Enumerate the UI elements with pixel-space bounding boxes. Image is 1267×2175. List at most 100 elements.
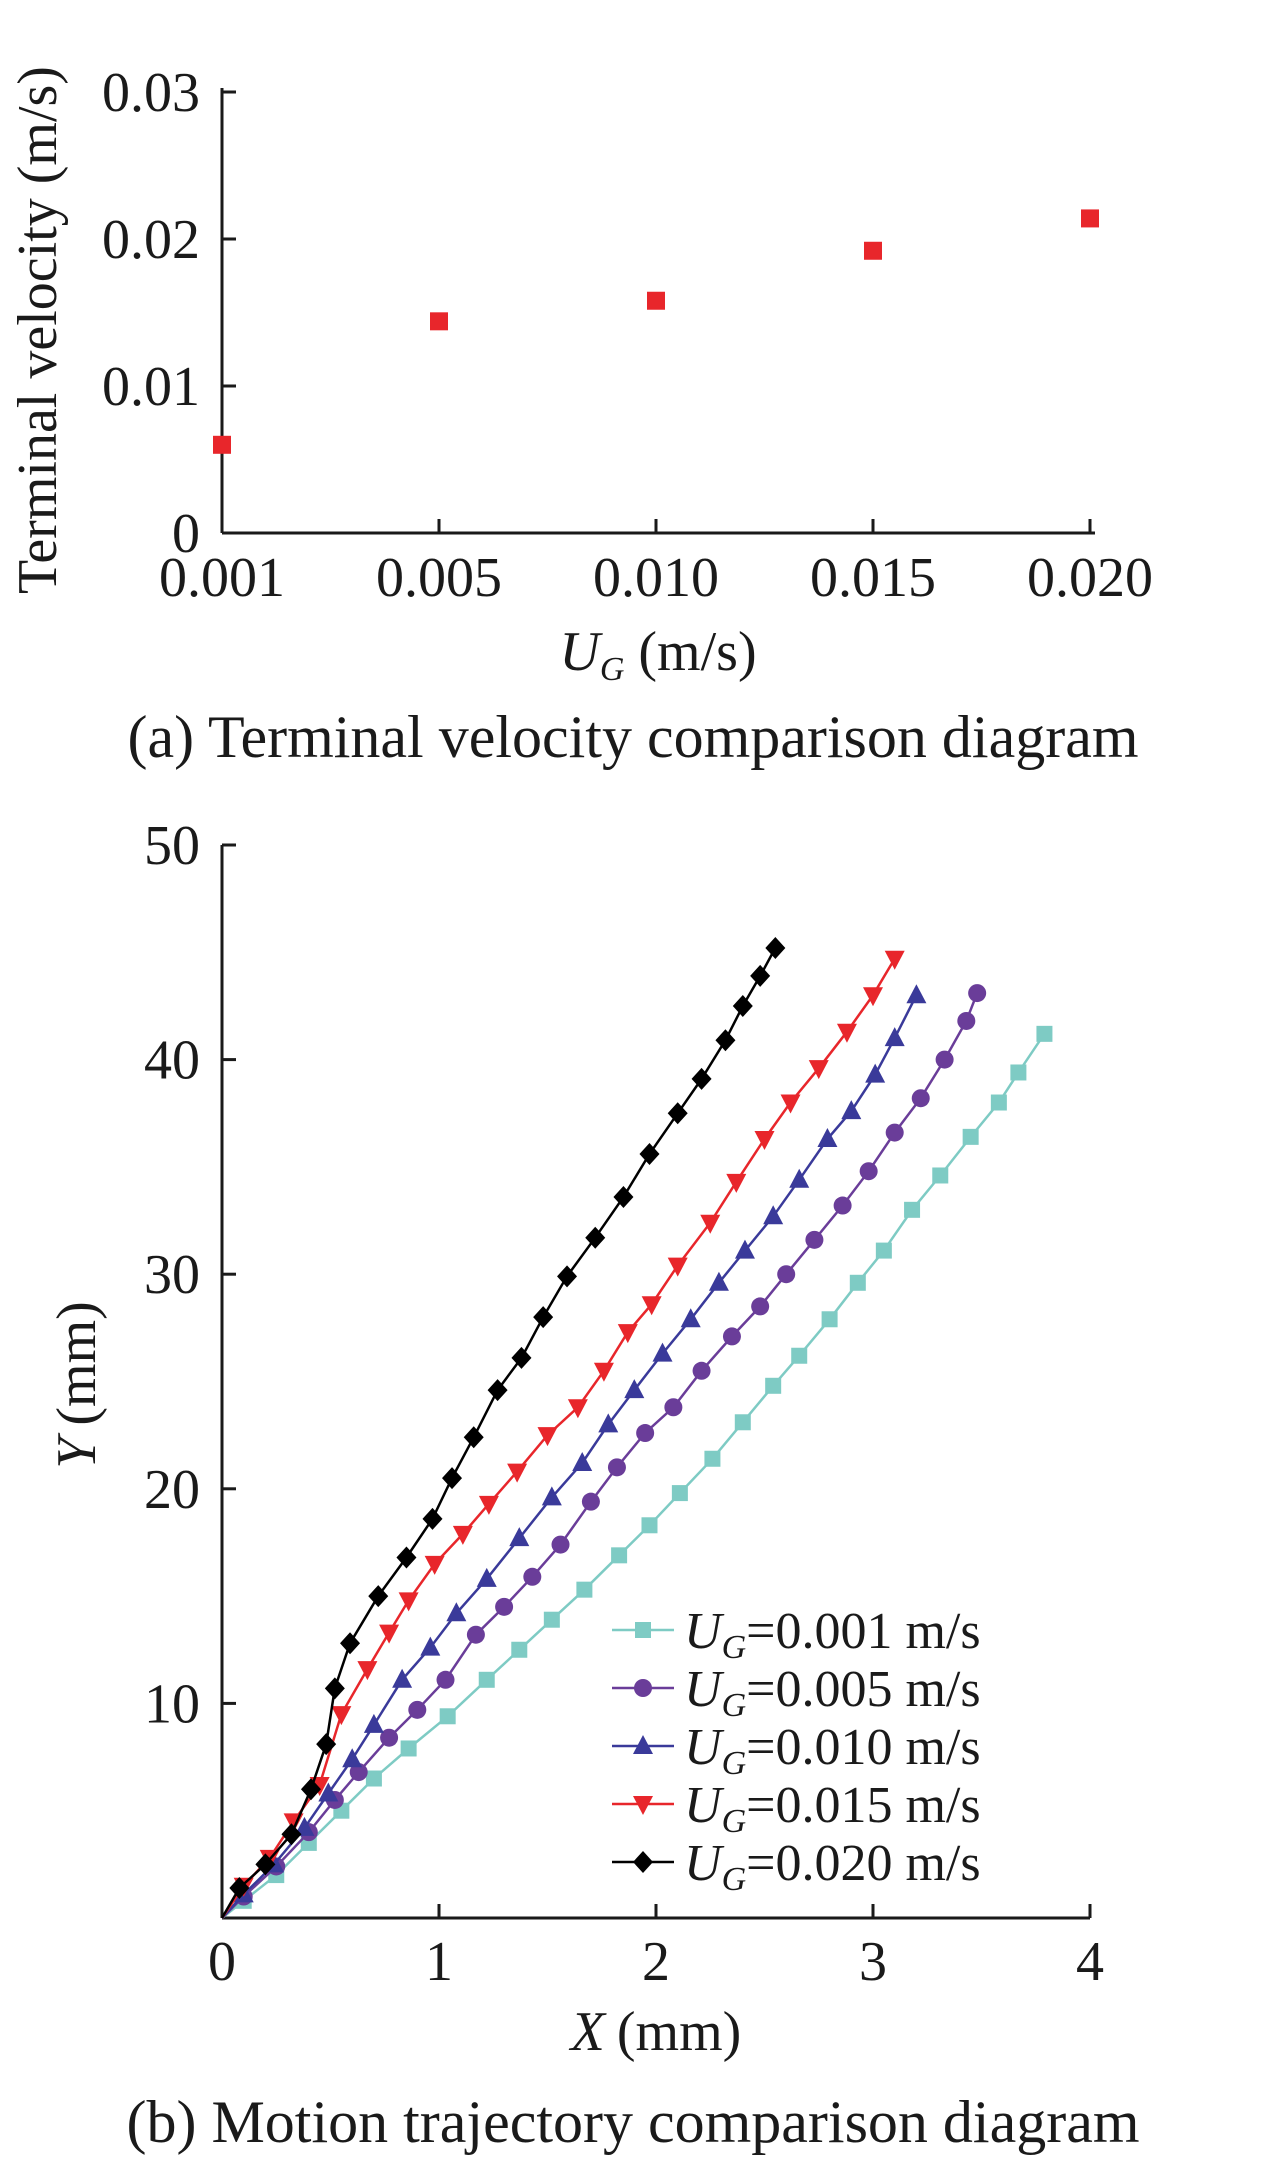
b-data-point (476, 1567, 497, 1587)
b-data-point (751, 1297, 770, 1316)
b-data-point (379, 1624, 400, 1644)
b-data-point (641, 1296, 662, 1316)
legend-label: UG=0.005 m/s (684, 1661, 981, 1724)
b-caption: (b) Motion trajectory comparison diagram (126, 2089, 1139, 2155)
b-data-point (754, 1131, 775, 1151)
b-data-point (392, 1668, 413, 1688)
b-data-point (865, 1063, 886, 1083)
legend-item: UG=0.010 m/s (612, 1719, 981, 1782)
b-data-point (667, 1102, 688, 1125)
legend-var: U (684, 1719, 725, 1776)
b-data-point (340, 1632, 361, 1655)
b-data-point (572, 1452, 593, 1472)
a-data-point (430, 312, 448, 331)
b-data-point (763, 1205, 784, 1225)
legend-label: UG=0.020 m/s (684, 1835, 981, 1898)
a-data-point (864, 241, 882, 260)
b-series-3 (220, 950, 905, 1919)
b-data-point (732, 994, 753, 1017)
b-data-point (734, 1239, 755, 1259)
b-data-point (780, 1094, 801, 1114)
b-data-point (567, 1399, 588, 1419)
legend-value: =0.020 m/s (746, 1835, 980, 1892)
a-y-tick-label: 0.03 (102, 62, 200, 124)
a-x-tick-label: 0.020 (1027, 547, 1153, 609)
b-data-point (639, 1143, 660, 1166)
legend-item: UG=0.001 m/s (612, 1603, 981, 1666)
b-data-point (750, 964, 771, 987)
b-data-point (380, 1728, 399, 1747)
legend-value: =0.005 m/s (746, 1661, 980, 1718)
b-data-point (734, 1414, 751, 1431)
legend-sub: G (722, 1745, 747, 1782)
b-data-point (408, 1700, 427, 1719)
b-y-tick-label: 20 (144, 1459, 200, 1521)
b-x-tick-label: 3 (859, 1931, 887, 1993)
b-data-point (691, 1067, 712, 1090)
b-x-unit: (mm) (617, 2001, 741, 2063)
b-data-point (957, 1011, 976, 1030)
legend-value: =0.010 m/s (746, 1719, 980, 1776)
b-data-point (541, 1486, 562, 1506)
b-data-point (294, 1816, 315, 1836)
b-data-point (777, 1265, 796, 1284)
b-data-point (487, 1379, 508, 1402)
b-data-point (726, 1173, 747, 1193)
b-data-point (808, 1060, 829, 1080)
b-x-axis-title: X (mm) (569, 2001, 742, 2063)
b-data-point (636, 1424, 655, 1443)
b-data-point (607, 1458, 626, 1477)
b-data-point (962, 1128, 979, 1145)
b-x-tick-label: 1 (425, 1931, 453, 1993)
b-data-point (523, 1567, 542, 1586)
b-data-point (906, 984, 927, 1004)
b-data-point (576, 1581, 593, 1598)
b-data-point (495, 1597, 514, 1616)
b-data-point (990, 1094, 1007, 1111)
legend-var: U (684, 1777, 725, 1834)
b-data-point (1010, 1064, 1027, 1081)
b-data-point (875, 1242, 892, 1259)
b-data-point (466, 1625, 485, 1644)
a-x-tick-label: 0.001 (159, 547, 285, 609)
b-data-point (932, 1167, 949, 1184)
b-data-point (624, 1379, 645, 1399)
b-data-point (791, 1347, 808, 1364)
b-data-point (641, 1517, 658, 1534)
a-x-ticks: 0.001 0.005 0.010 0.015 0.020 (159, 519, 1153, 609)
b-data-point (789, 1168, 810, 1188)
b-data-point (551, 1535, 570, 1554)
b-data-point (836, 1023, 857, 1043)
b-x-tick-label: 4 (1076, 1931, 1104, 1993)
b-data-point (318, 1782, 339, 1802)
b-data-point (442, 1467, 463, 1490)
b-data-point (617, 1324, 638, 1344)
b-data-point (704, 1450, 721, 1467)
legend-item: UG=0.020 m/s (612, 1835, 981, 1898)
a-x-tick-label: 0.010 (593, 547, 719, 609)
b-data-point (817, 1128, 838, 1148)
b-data-point (863, 987, 883, 1007)
b-data-point (398, 1592, 419, 1612)
b-data-point (805, 1230, 824, 1249)
b-data-point (507, 1463, 528, 1483)
b-data-point (680, 1308, 701, 1328)
b-data-point (424, 1555, 445, 1575)
b-y-unit: (mm) (46, 1301, 108, 1425)
b-data-point (357, 1661, 378, 1681)
b-data-point (478, 1495, 499, 1515)
b-data-point (722, 1327, 741, 1346)
a-y-tick-label: 0.01 (102, 356, 200, 418)
b-data-point (324, 1677, 345, 1700)
b-data-point (363, 1713, 384, 1733)
b-data-point (511, 1641, 528, 1658)
b-data-point (708, 1271, 729, 1291)
a-caption: (a) Terminal velocity comparison diagram (127, 704, 1138, 770)
a-x-axis-title: UG (m/s) (559, 621, 756, 688)
b-data-point (331, 1706, 352, 1726)
b-data-point (885, 1123, 904, 1142)
b-data-point (664, 1398, 683, 1417)
b-data-point (537, 1427, 558, 1447)
b-x-var: X (569, 2001, 608, 2063)
